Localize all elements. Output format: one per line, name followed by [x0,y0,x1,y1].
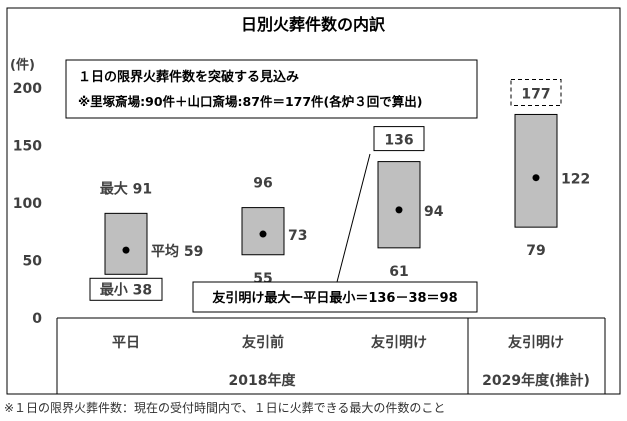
capacity-callout-title: １日の限界火葬件数を突破する見込み [78,69,299,85]
category-label: 平日 [112,335,140,351]
average-marker [122,246,130,254]
max-label: 96 [253,176,272,192]
max-label-box [373,126,425,152]
category-label: 友引明け [371,334,427,351]
capacity-callout-box [65,59,478,119]
y-tick-label: 150 [13,139,42,155]
max-label: 最大 91 [100,180,152,197]
max-label: 136 [384,133,413,149]
average-label: 73 [288,228,307,244]
min-label: 79 [526,243,545,259]
range-box [377,161,421,249]
capacity-callout-detail: ※里塚斎場:90件＋山口斎場:87件＝177件(各炉３回で算出) [78,94,422,109]
average-marker [532,174,540,182]
y-axis: 0 50 100 150 200 [13,81,42,327]
min-label: 61 [389,264,408,280]
average-label: 平均 59 [151,243,203,260]
difference-callout-text: 友引明け最大ー平日最小＝136－38＝98 [212,290,457,306]
y-tick-label: 100 [13,196,42,212]
category-axis: 平日 友引前 友引明け 友引明け 2018年度 2029年度(推計) [56,317,606,394]
footnote: ※１日の限界火葬件数：現在の受付時間内で、１日に火葬できる最大の件数のこと [4,401,446,415]
average-label: 94 [424,204,444,220]
range-box [104,212,148,275]
chart-title: 日別火葬件数の内訳 [241,15,386,34]
y-tick-label: 0 [32,311,42,327]
category-label: 友引前 [242,334,284,351]
average-label: 122 [561,172,590,188]
annotations: １日の限界火葬件数を突破する見込み ※里塚斎場:90件＋山口斎場:87件＝177… [65,59,478,313]
y-tick-label: 50 [23,254,43,270]
difference-callout-box [192,281,478,313]
min-label-box [89,277,163,301]
min-label: 最小 38 [100,281,152,298]
range-box [514,113,558,228]
average-marker [395,206,403,214]
max-label-box [510,78,562,106]
y-tick-label: 200 [13,81,42,97]
average-marker [259,230,267,238]
y-unit-label: (件) [10,57,35,73]
category-label: 友引明け [508,334,564,351]
group-label: 2018年度 [229,372,297,389]
difference-leader-right [336,153,371,283]
group-label: 2029年度(推計) [482,372,590,389]
max-label: 177 [521,86,550,102]
